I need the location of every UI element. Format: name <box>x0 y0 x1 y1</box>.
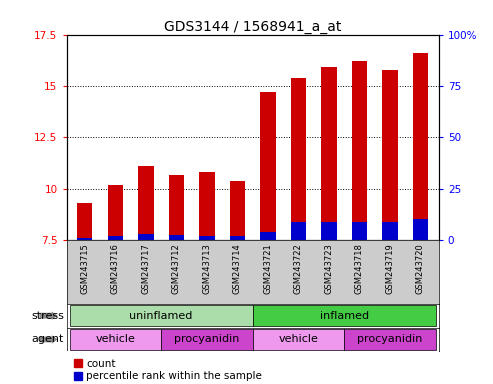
Bar <box>108 185 123 240</box>
Text: GSM243721: GSM243721 <box>263 243 273 294</box>
Text: GSM243717: GSM243717 <box>141 243 150 294</box>
Text: vehicle: vehicle <box>279 334 318 344</box>
Text: GSM243713: GSM243713 <box>203 243 211 294</box>
Bar <box>413 53 428 240</box>
Bar <box>383 222 397 240</box>
Bar <box>321 68 337 240</box>
Bar <box>291 222 306 240</box>
Text: GSM243715: GSM243715 <box>80 243 89 294</box>
Legend: count, percentile rank within the sample: count, percentile rank within the sample <box>72 357 264 383</box>
Title: GDS3144 / 1568941_a_at: GDS3144 / 1568941_a_at <box>164 20 341 33</box>
Text: procyanidin: procyanidin <box>174 334 240 344</box>
Bar <box>138 166 153 240</box>
Bar <box>252 329 344 350</box>
Bar <box>169 235 184 240</box>
Bar <box>199 172 214 240</box>
Bar <box>352 222 367 240</box>
Bar <box>321 222 337 240</box>
Bar <box>108 236 123 240</box>
Text: uninflamed: uninflamed <box>130 311 193 321</box>
Bar <box>230 236 245 240</box>
Text: agent: agent <box>32 334 64 344</box>
Bar <box>383 70 397 240</box>
Text: GSM243723: GSM243723 <box>324 243 333 294</box>
Bar <box>260 92 276 240</box>
Bar <box>70 329 161 350</box>
Bar <box>77 204 93 240</box>
Bar <box>169 174 184 240</box>
Text: GSM243716: GSM243716 <box>111 243 120 294</box>
Bar <box>70 305 253 326</box>
Bar <box>291 78 306 240</box>
Bar <box>199 236 214 240</box>
Text: GSM243722: GSM243722 <box>294 243 303 294</box>
Text: GSM243719: GSM243719 <box>386 243 394 294</box>
Text: inflamed: inflamed <box>319 311 369 321</box>
Bar <box>138 234 153 240</box>
Text: vehicle: vehicle <box>96 334 135 344</box>
Bar <box>230 181 245 240</box>
Bar <box>260 232 276 240</box>
Text: GSM243712: GSM243712 <box>172 243 181 294</box>
Bar <box>252 305 436 326</box>
Bar <box>77 238 93 240</box>
Bar <box>352 61 367 240</box>
Text: stress: stress <box>31 311 64 321</box>
Text: procyanidin: procyanidin <box>357 334 423 344</box>
Bar <box>344 329 436 350</box>
Text: GSM243718: GSM243718 <box>355 243 364 294</box>
Text: GSM243720: GSM243720 <box>416 243 425 294</box>
Text: GSM243714: GSM243714 <box>233 243 242 294</box>
Bar <box>161 329 253 350</box>
Bar <box>413 219 428 240</box>
